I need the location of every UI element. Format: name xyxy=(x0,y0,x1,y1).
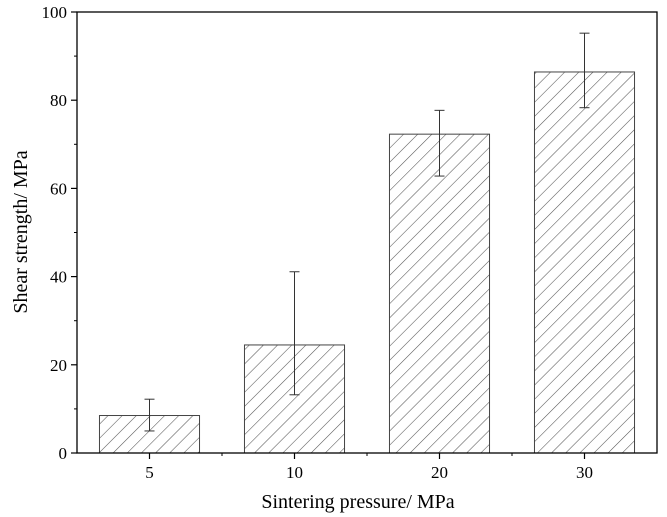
x-tick-label-10: 10 xyxy=(286,463,303,482)
y-axis-title: Shear strength/ MPa xyxy=(10,150,32,313)
y-tick-label-0: 0 xyxy=(59,444,68,463)
x-tick-label-30: 30 xyxy=(576,463,593,482)
error-bar-20 xyxy=(434,109,445,177)
x-tick-label-20: 20 xyxy=(431,463,448,482)
error-bar-5 xyxy=(144,398,155,432)
error-bar-10 xyxy=(289,271,300,396)
y-tick-label-80: 80 xyxy=(50,91,67,110)
y-tick-label-40: 40 xyxy=(50,268,67,287)
bars xyxy=(98,71,636,454)
error-bar-30 xyxy=(579,32,590,109)
x-axis: 5 10 20 30 xyxy=(145,453,593,482)
y-tick-label-100: 100 xyxy=(42,3,68,22)
y-tick-label-20: 20 xyxy=(50,356,67,375)
x-tick-label-5: 5 xyxy=(145,463,154,482)
bar-30 xyxy=(533,71,636,454)
x-axis-title: Sintering pressure/ MPa xyxy=(261,491,454,513)
bar-20 xyxy=(388,133,491,454)
y-axis: 0 20 40 60 80 100 xyxy=(42,3,77,463)
y-tick-label-60: 60 xyxy=(50,179,67,198)
error-bars xyxy=(144,32,590,432)
